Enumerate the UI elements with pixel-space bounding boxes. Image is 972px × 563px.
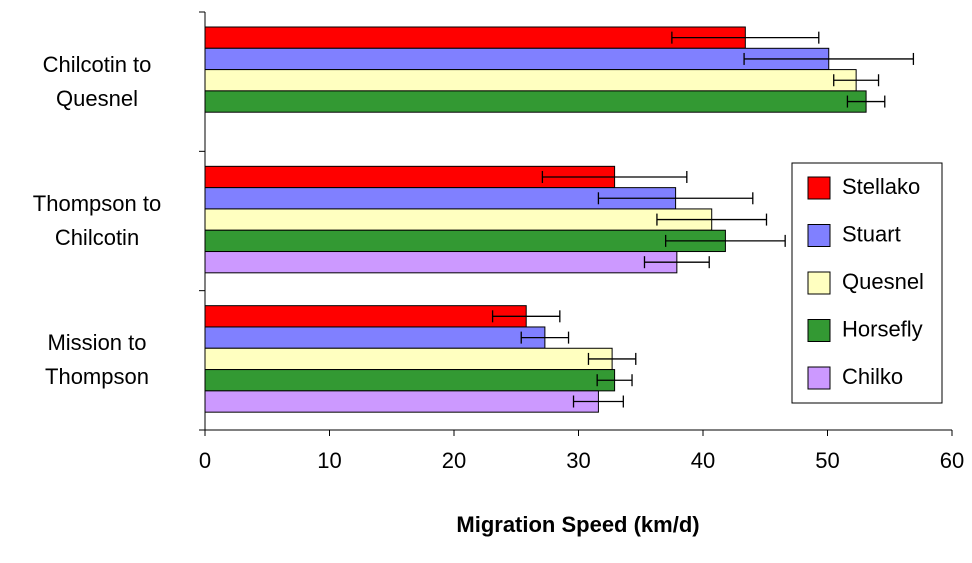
error-bar xyxy=(743,52,915,65)
bar xyxy=(204,347,613,371)
legend-label: Stellako xyxy=(842,174,920,199)
bar xyxy=(204,208,713,231)
error-bar xyxy=(833,74,880,87)
error-bar xyxy=(587,352,637,365)
error-bar xyxy=(671,31,820,44)
error-bar xyxy=(597,192,754,205)
legend-swatch xyxy=(807,176,831,200)
bar xyxy=(204,69,857,92)
legend-label: Chilko xyxy=(842,364,903,389)
bar xyxy=(204,47,830,71)
x-tick-label: 40 xyxy=(691,448,715,473)
legend-label: Quesnel xyxy=(842,269,924,294)
error-bar xyxy=(491,310,561,323)
x-tick-label: 30 xyxy=(566,448,590,473)
error-bar xyxy=(656,213,768,226)
x-axis-title: Migration Speed (km/d) xyxy=(456,512,699,537)
category-label: Chilcotin to Quesnel xyxy=(42,51,152,111)
error-bar xyxy=(520,331,570,344)
bar xyxy=(204,326,546,349)
bar xyxy=(204,26,746,49)
x-tick-label: 0 xyxy=(199,448,211,473)
error-bar xyxy=(596,374,633,387)
error-bar xyxy=(846,95,886,108)
category-label: Thompson to Chilcotin xyxy=(32,191,162,250)
error-bar xyxy=(541,170,688,183)
error-bar xyxy=(572,395,624,408)
x-tick-label: 50 xyxy=(815,448,839,473)
bar xyxy=(204,390,599,413)
legend-label: Horsefly xyxy=(842,316,923,341)
legend-swatch xyxy=(807,319,831,342)
bar xyxy=(204,90,867,113)
error-bar xyxy=(665,234,786,247)
x-tick-label: 20 xyxy=(442,448,466,473)
legend-label: Stuart xyxy=(842,221,901,246)
bar xyxy=(204,251,678,274)
bar xyxy=(204,305,527,328)
legend-swatch xyxy=(807,224,831,247)
category-label: Mission to Thompson xyxy=(45,330,149,390)
legend-swatch xyxy=(807,271,831,295)
x-tick-label: 60 xyxy=(940,448,964,473)
error-bar xyxy=(643,256,710,269)
bar xyxy=(204,229,726,253)
legend-swatch xyxy=(807,366,831,390)
bar xyxy=(204,369,616,392)
x-tick-label: 10 xyxy=(317,448,341,473)
